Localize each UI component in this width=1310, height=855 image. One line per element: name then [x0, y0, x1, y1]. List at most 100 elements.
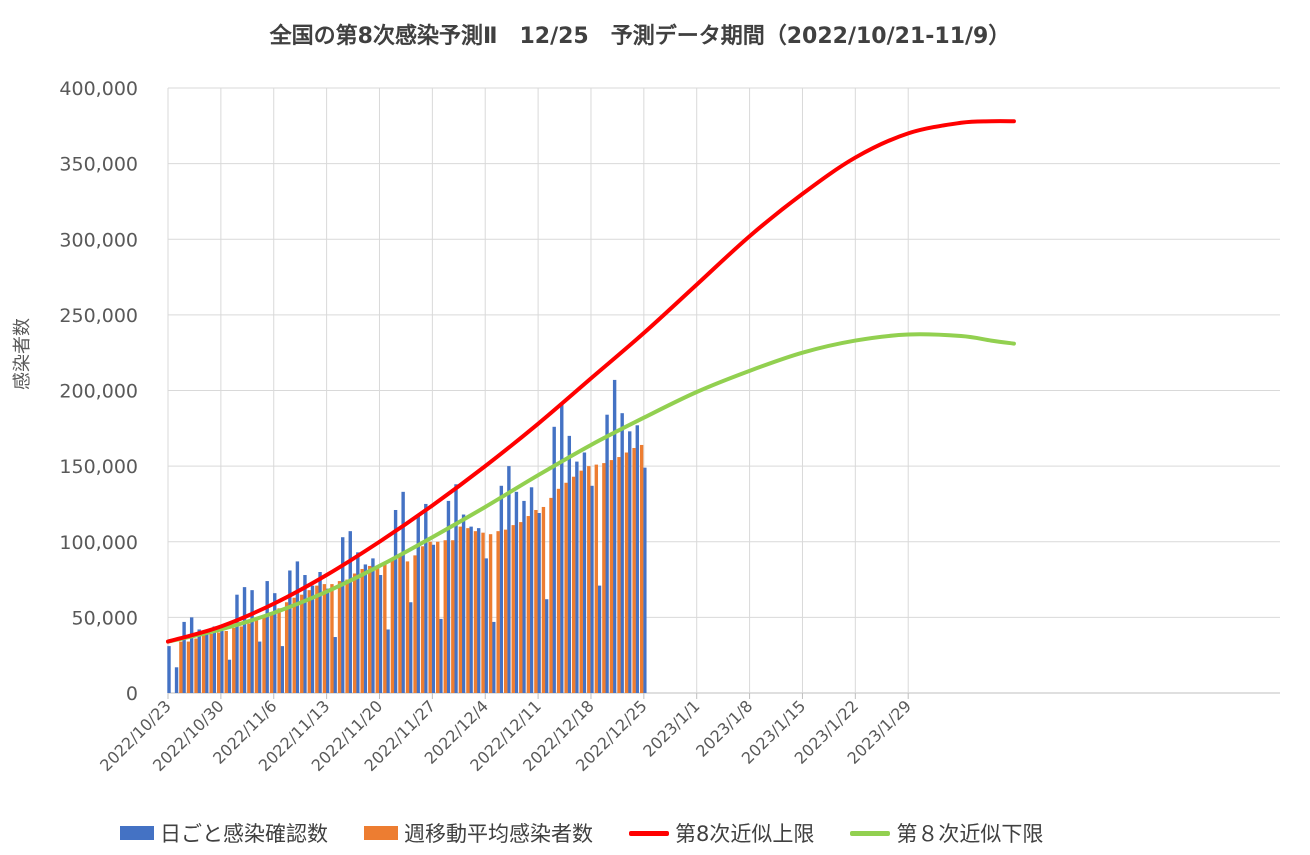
y-tick-label: 50,000 [72, 607, 138, 629]
bar-weekly-avg [571, 476, 576, 693]
bar-weekly-avg [496, 531, 500, 693]
bar-daily [197, 629, 201, 693]
bar-weekly-avg [511, 525, 515, 693]
bar-weekly-avg [632, 447, 636, 693]
bar-daily [280, 646, 284, 693]
bar-daily [310, 585, 315, 693]
bar-weekly-avg [534, 509, 538, 693]
bar-weekly-avg [451, 540, 455, 693]
bar-daily [416, 514, 420, 693]
bar-weekly-avg [503, 529, 508, 693]
bar-weekly-avg [300, 594, 304, 693]
line-lower-bound [166, 332, 1016, 644]
bar-weekly-avg [254, 618, 259, 693]
bar-daily [205, 632, 209, 693]
bar-weekly-avg [216, 632, 221, 693]
legend-swatch-weekly-avg [364, 826, 398, 840]
bar-weekly-avg [587, 466, 591, 693]
bar-weekly-avg [375, 565, 379, 693]
bar-daily [401, 491, 405, 693]
y-tick-label: 100,000 [59, 532, 138, 554]
y-tick-label: 0 [126, 683, 138, 705]
bar-weekly-avg [186, 641, 191, 693]
bar-weekly-avg [307, 590, 312, 693]
bar-weekly-avg [398, 555, 402, 693]
bar-daily [454, 484, 458, 693]
legend-item-daily: 日ごと感染確認数 [120, 818, 328, 848]
bar-daily [628, 431, 632, 693]
bar-daily [333, 637, 337, 693]
bar-weekly-avg [337, 581, 342, 693]
bar-weekly-avg [292, 597, 296, 693]
bar-daily [235, 594, 239, 693]
bar-weekly-avg [488, 534, 493, 693]
bar-weekly-avg [443, 540, 447, 693]
bar-weekly-avg [541, 506, 546, 693]
bar-daily [461, 514, 466, 693]
bar-weekly-avg [322, 584, 327, 693]
bar-daily [529, 487, 534, 693]
bar-daily [484, 558, 488, 693]
bar-daily [507, 466, 511, 693]
bar-weekly-avg [232, 627, 236, 693]
bar-weekly-avg [609, 460, 614, 693]
legend-item-upper: 第8次近似上限 [629, 818, 814, 848]
bar-daily [174, 667, 179, 693]
bar-weekly-avg [360, 568, 364, 693]
bar-daily [469, 526, 473, 693]
bar-daily [341, 537, 345, 693]
bar-daily [348, 531, 352, 693]
bar-weekly-avg [481, 532, 485, 693]
bar-daily [250, 590, 254, 693]
bar-weekly-avg [277, 608, 281, 693]
bar-daily [590, 485, 594, 693]
bar-weekly-avg [564, 482, 568, 693]
y-tick-label: 300,000 [59, 229, 138, 251]
bar-daily [318, 572, 322, 693]
bar-daily [522, 500, 526, 693]
bar-daily [605, 414, 609, 693]
bar-weekly-avg [428, 541, 432, 693]
bar-daily [575, 461, 579, 693]
bar-weekly-avg [368, 565, 372, 693]
bar-daily [567, 435, 572, 693]
bar-weekly-avg [345, 579, 349, 693]
bar-daily [257, 641, 262, 693]
bar-weekly-avg [201, 635, 206, 693]
bar-weekly-avg [458, 526, 463, 693]
bar-daily [439, 618, 443, 693]
bar-weekly-avg [352, 573, 357, 693]
bar-daily [431, 544, 436, 693]
bar-daily [182, 621, 186, 693]
bar-weekly-avg [179, 641, 183, 693]
bar-daily [371, 558, 375, 693]
bar-weekly-avg [436, 541, 440, 693]
bar-weekly-avg [473, 531, 478, 693]
legend-swatch-daily [120, 826, 154, 840]
bar-weekly-avg [390, 559, 395, 693]
bar-daily [408, 602, 413, 693]
bar-daily [476, 528, 481, 693]
bar-daily [597, 585, 602, 693]
legend: 日ごと感染確認数 週移動平均感染者数 第8次近似上限 第８次近似下限 [120, 818, 1043, 848]
bar-daily [220, 630, 224, 693]
legend-label-weekly-avg: 週移動平均感染者数 [404, 822, 593, 846]
bar-daily [620, 413, 624, 693]
bar-daily [560, 404, 564, 693]
bar-weekly-avg [284, 602, 289, 693]
bar-weekly-avg [262, 615, 266, 693]
y-tick-label: 200,000 [59, 381, 138, 403]
bar-daily [363, 564, 368, 693]
bar-weekly-avg [405, 561, 410, 693]
y-tick-label: 350,000 [59, 154, 138, 176]
bar-weekly-avg [420, 546, 425, 693]
bar-daily [189, 617, 194, 693]
line-upper-bound [166, 119, 1016, 644]
bar-daily [612, 379, 617, 693]
bar-weekly-avg [526, 516, 531, 693]
bar-weekly-avg [224, 630, 228, 693]
bar-daily [356, 552, 360, 693]
legend-swatch-lower [850, 830, 891, 836]
bar-daily [552, 426, 556, 693]
